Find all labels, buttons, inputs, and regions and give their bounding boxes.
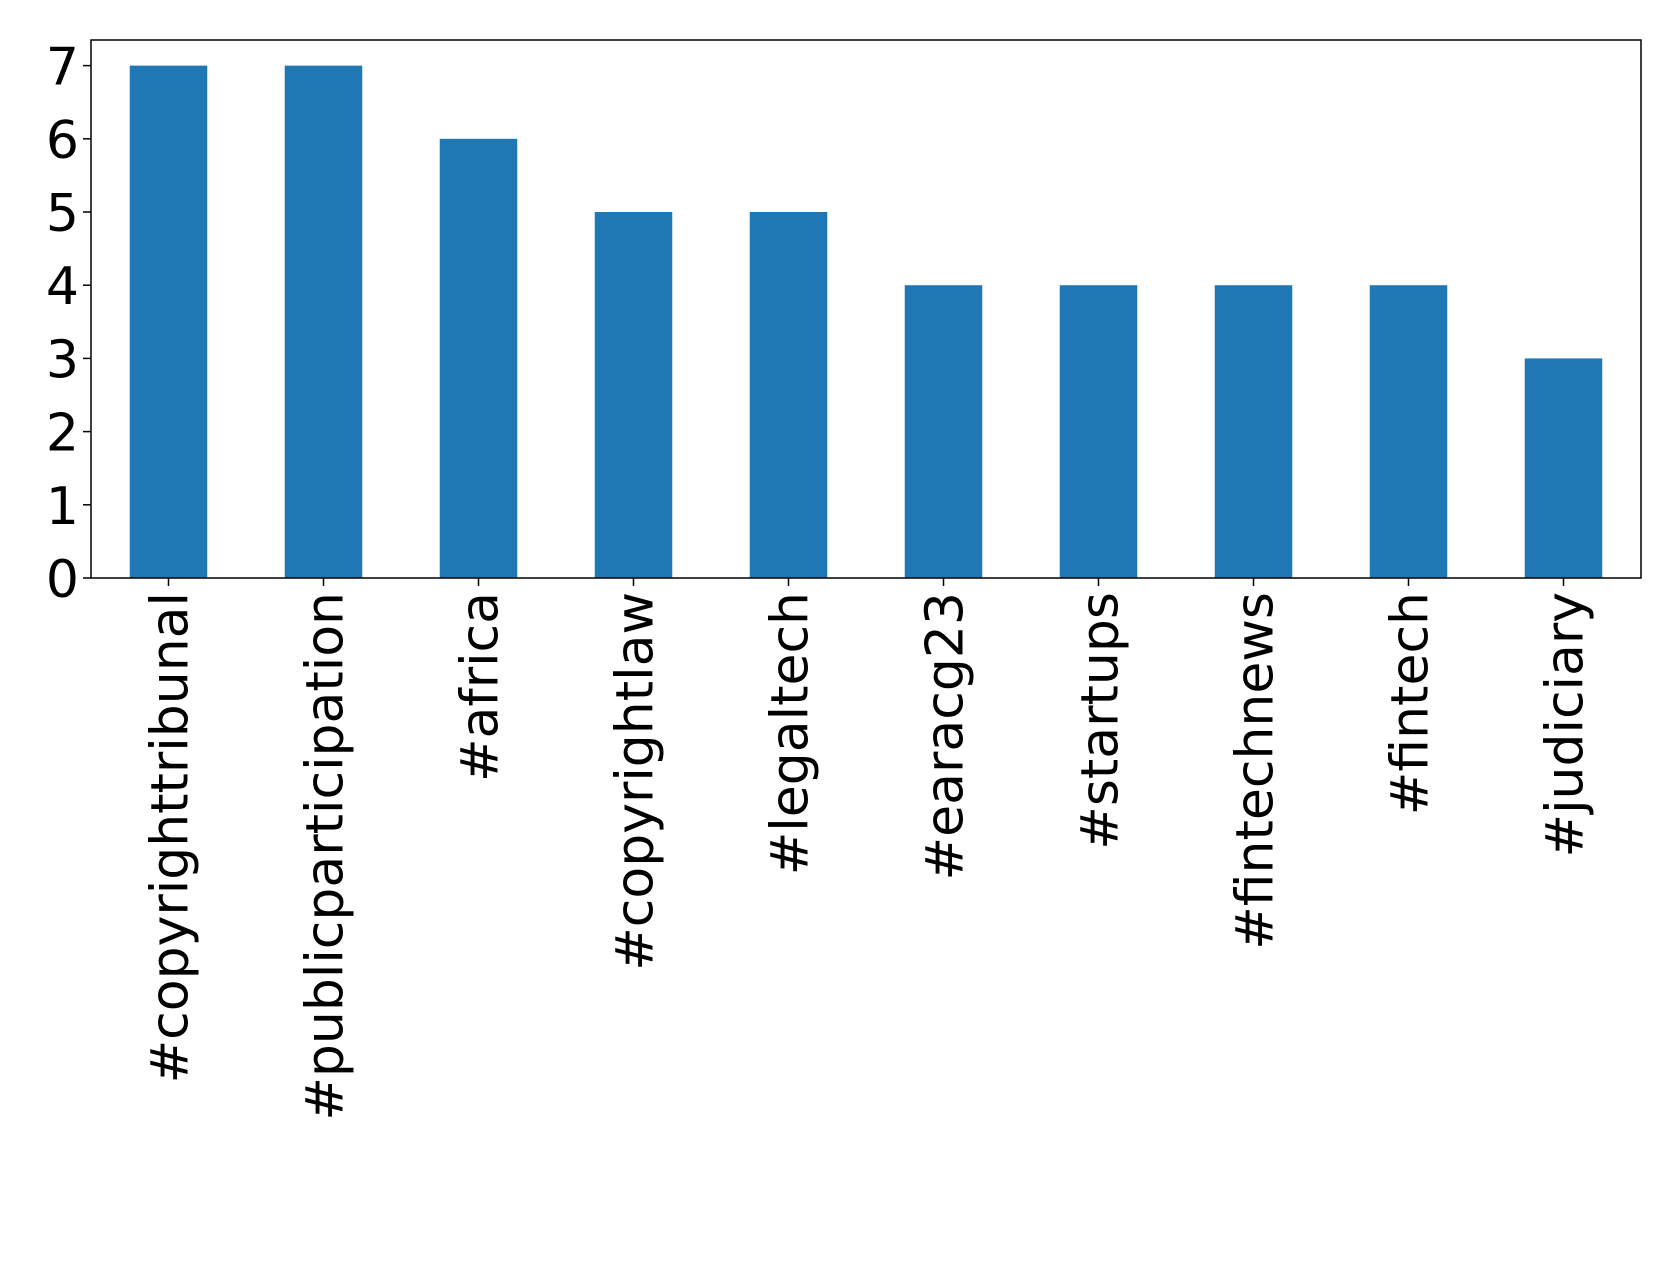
x-tick-label: #legaltech bbox=[761, 592, 821, 875]
y-tick-label: 7 bbox=[46, 38, 79, 98]
bar bbox=[1214, 285, 1293, 578]
x-tick-label: #fintech bbox=[1381, 592, 1441, 815]
bar bbox=[749, 212, 828, 578]
y-tick-label: 3 bbox=[46, 330, 79, 390]
bar bbox=[284, 65, 363, 579]
bar bbox=[439, 138, 518, 578]
x-tick-label: #copyrighttribunal bbox=[141, 592, 201, 1083]
bar bbox=[129, 65, 208, 579]
x-tick-label: #fintechnews bbox=[1226, 592, 1286, 950]
x-tick-label: #africa bbox=[451, 592, 511, 782]
x-tick-label: #earacg23 bbox=[916, 592, 976, 880]
x-tick-label: #judiciary bbox=[1536, 592, 1596, 857]
y-tick-label: 0 bbox=[46, 550, 79, 610]
bar bbox=[904, 285, 983, 578]
bar bbox=[1369, 285, 1448, 578]
y-tick-label: 4 bbox=[46, 257, 79, 317]
x-tick-label: #publicparticipation bbox=[296, 592, 356, 1121]
x-tick-label: #startups bbox=[1071, 592, 1131, 850]
y-tick-label: 2 bbox=[46, 404, 79, 464]
y-tick-label: 1 bbox=[46, 477, 79, 537]
bar bbox=[1524, 358, 1603, 578]
bar bbox=[594, 212, 673, 578]
y-tick-label: 6 bbox=[46, 111, 79, 171]
plot-frame bbox=[90, 39, 1642, 579]
x-tick-label: #copyrightlaw bbox=[606, 592, 666, 971]
bar bbox=[1059, 285, 1138, 578]
y-tick-label: 5 bbox=[46, 184, 79, 244]
